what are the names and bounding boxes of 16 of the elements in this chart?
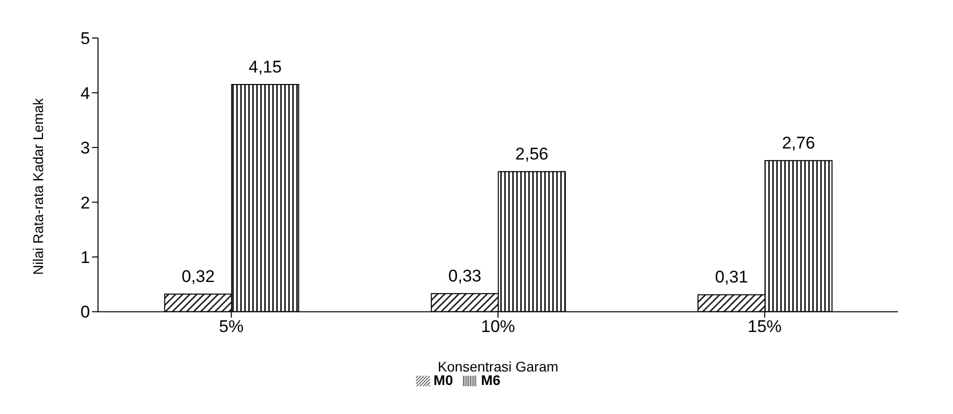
data-label: 0,33 xyxy=(448,266,482,286)
data-label: 2,56 xyxy=(515,144,548,164)
x-tick-label: 15% xyxy=(748,316,782,336)
data-label: 0,32 xyxy=(182,267,215,286)
data-label: 0,31 xyxy=(714,268,748,287)
y-tick-label: 3 xyxy=(80,138,90,158)
y-tick-label: 5 xyxy=(80,29,90,48)
x-tick-label: 5% xyxy=(219,316,244,336)
y-tick-label: 1 xyxy=(80,248,90,267)
data-label: 2,76 xyxy=(782,134,816,153)
data-label: 4,15 xyxy=(248,58,282,77)
y-tick-label: 4 xyxy=(80,84,90,103)
y-tick-label: 2 xyxy=(80,193,90,212)
y-tick-label: 0 xyxy=(80,302,90,322)
x-tick-label: 10% xyxy=(480,316,516,336)
y-axis-title: Nilai Rata-rata Kadar Lemak xyxy=(30,97,46,275)
